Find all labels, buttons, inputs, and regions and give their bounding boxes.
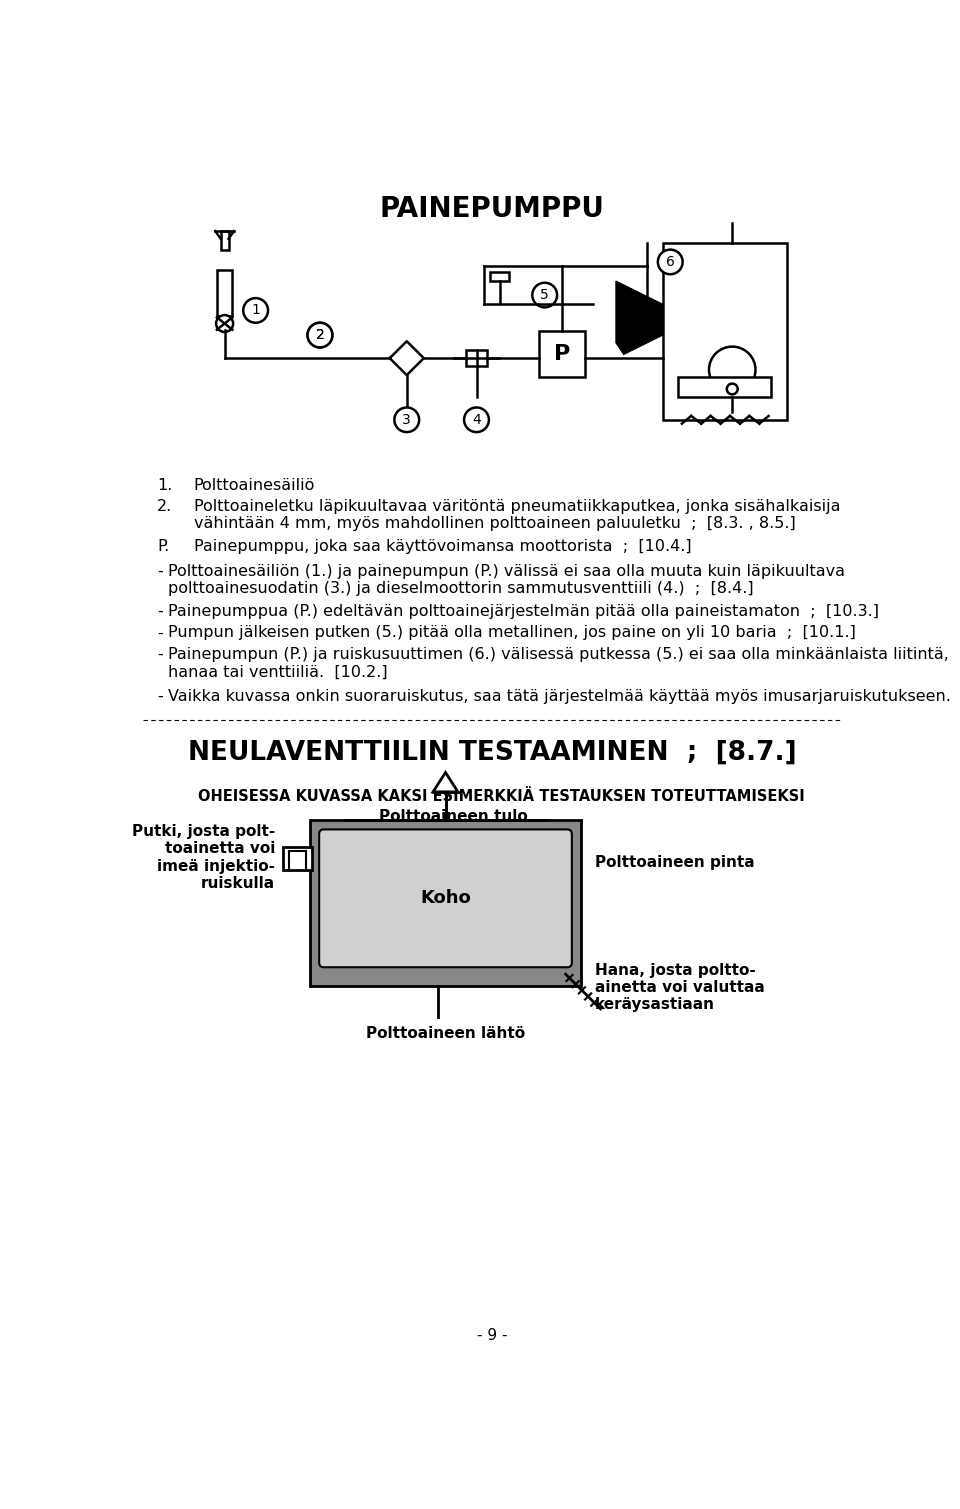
Circle shape	[727, 383, 737, 394]
Text: Koho: Koho	[420, 889, 470, 907]
Bar	[217, 270, 232, 315]
Circle shape	[709, 347, 756, 392]
Text: Putki, josta polt-
toainetta voi
imeä injektio-
ruiskulla: Putki, josta polt- toainetta voi imeä in…	[132, 824, 275, 892]
Circle shape	[307, 323, 332, 347]
Text: 2: 2	[316, 327, 324, 343]
Circle shape	[395, 407, 420, 432]
Text: 3: 3	[402, 413, 411, 427]
Circle shape	[464, 407, 489, 432]
Text: Painepumppua (P.) edeltävän polttoainejärjestelmän pitää olla paineistamaton  ; : Painepumppua (P.) edeltävän polttoainejä…	[168, 604, 879, 619]
Circle shape	[532, 282, 557, 308]
Text: Hana, josta poltto-
ainetta voi valuttaa
keräysastiaan: Hana, josta poltto- ainetta voi valuttaa…	[595, 963, 765, 1013]
Text: PAINEPUMPPU: PAINEPUMPPU	[379, 195, 605, 223]
Text: Polttoaineen lähtö: Polttoaineen lähtö	[366, 1026, 525, 1041]
Text: - 9 -: - 9 -	[477, 1328, 507, 1343]
Text: 1: 1	[252, 303, 260, 317]
Text: 6: 6	[666, 255, 675, 269]
FancyBboxPatch shape	[319, 830, 572, 967]
Text: Polttoaineen tulo: Polttoaineen tulo	[379, 809, 528, 824]
Text: -: -	[157, 647, 163, 662]
Text: 5: 5	[540, 288, 549, 302]
Text: -: -	[157, 604, 163, 619]
Circle shape	[658, 249, 683, 275]
Text: 4: 4	[472, 413, 481, 427]
Bar	[662, 243, 786, 420]
Bar	[678, 377, 771, 397]
Bar	[221, 231, 228, 250]
Circle shape	[243, 299, 268, 323]
Text: 1.: 1.	[157, 477, 173, 492]
Text: 2: 2	[316, 327, 324, 343]
Text: Polttoainesäiliön (1.) ja painepumpun (P.) välissä ei saa olla muuta kuin läpiku: Polttoainesäiliön (1.) ja painepumpun (P…	[168, 564, 845, 596]
Text: 2.: 2.	[157, 499, 173, 515]
Text: Vaikka kuvassa onkin suoraruiskutus, saa tätä järjestelmää käyttää myös imusarja: Vaikka kuvassa onkin suoraruiskutus, saa…	[168, 688, 951, 703]
Text: -: -	[157, 564, 163, 579]
Text: Polttoaineen pinta: Polttoaineen pinta	[595, 856, 755, 871]
Bar	[289, 851, 306, 866]
Text: NEULAVENTTIILIN TESTAAMINEN  ;  [8.7.]: NEULAVENTTIILIN TESTAAMINEN ; [8.7.]	[188, 739, 796, 765]
Bar	[310, 821, 581, 985]
Polygon shape	[433, 773, 458, 792]
Text: Polttoaineletku läpikuultavaa väritöntä pneumatiikkaputkea, jonka sisähalkaisija: Polttoaineletku läpikuultavaa väritöntä …	[194, 499, 840, 531]
Bar	[491, 272, 509, 281]
Text: P.: P.	[157, 539, 170, 554]
Text: Polttoainesäiliö: Polttoainesäiliö	[194, 477, 315, 492]
Bar	[466, 350, 488, 365]
Text: Painepumppu, joka saa käyttövoimansa moottorista  ;  [10.4.]: Painepumppu, joka saa käyttövoimansa moo…	[194, 539, 691, 554]
Text: OHEISESSA KUVASSA KAKSI ESIMERKKIÄ TESTAUKSEN TOTEUTTAMISEKSI: OHEISESSA KUVASSA KAKSI ESIMERKKIÄ TESTA…	[198, 789, 804, 804]
Bar	[283, 847, 312, 871]
Text: -: -	[157, 688, 163, 703]
Circle shape	[307, 323, 332, 347]
Circle shape	[216, 315, 233, 332]
Polygon shape	[616, 281, 662, 355]
Text: P: P	[554, 344, 570, 364]
Text: Pumpun jälkeisen putken (5.) pitää olla metallinen, jos paine on yli 10 baria  ;: Pumpun jälkeisen putken (5.) pitää olla …	[168, 625, 856, 640]
Text: Painepumpun (P.) ja ruiskusuuttimen (6.) välisessä putkessa (5.) ei saa olla min: Painepumpun (P.) ja ruiskusuuttimen (6.)…	[168, 647, 948, 679]
Text: -: -	[157, 625, 163, 640]
Bar	[539, 332, 585, 377]
